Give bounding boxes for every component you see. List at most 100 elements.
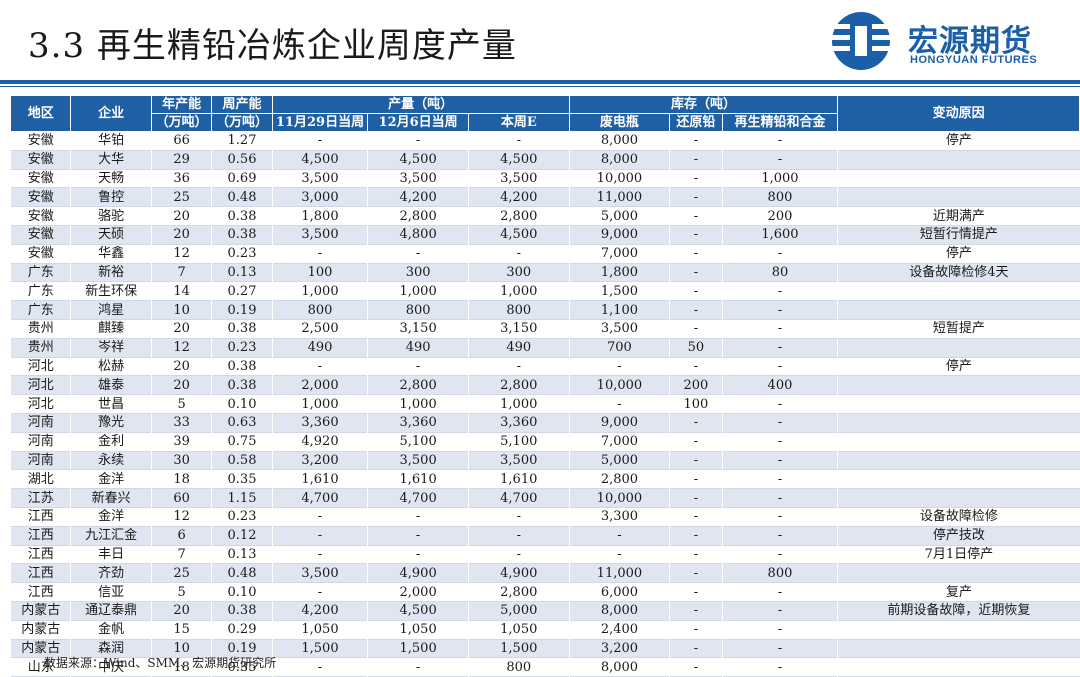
cell-reason: [837, 432, 1080, 452]
logo-english-name: HONGYUAN FUTURES: [910, 54, 1038, 66]
cell-annual-cap: 12: [150, 244, 212, 264]
cell-inv-reduced: -: [669, 469, 723, 489]
col-header-output-w1: 11月29日当周: [271, 113, 369, 132]
cell-inv-alloy: -: [721, 300, 838, 320]
cell-reason: 设备故障检修: [837, 507, 1080, 527]
cell-annual-cap: 18: [150, 657, 212, 677]
title-divider-thin: [0, 86, 1080, 87]
table-row: 江西 丰日 7 0.13- - - - - -7月1日停产: [9, 545, 1080, 564]
cell-weekly-cap: 0.13: [211, 263, 273, 282]
cell-weekly-cap: 0.23: [211, 338, 273, 358]
cell-region: 广东: [9, 281, 71, 301]
cell-inv-reduced: -: [669, 206, 723, 226]
cell-company: 骆驼: [70, 206, 152, 226]
cell-inv-reduced: -: [669, 488, 723, 508]
table-row: 安徽 鲁控 25 0.48 3,000 4,200 4,200 11,000-800: [9, 187, 1080, 207]
cell-output-w1: -: [271, 507, 368, 527]
cell-reason: 停产: [837, 357, 1080, 376]
cell-output-w1: 1,610: [271, 469, 368, 489]
cell-company: 天畅: [70, 169, 152, 188]
cell-region: 河北: [9, 357, 71, 376]
cell-inv-alloy: -: [721, 357, 838, 376]
cell-inv-alloy: 400: [721, 375, 838, 395]
table-row: 广东 新裕 7 0.13 100 300 300 1,800-80 设备故障检修4天: [9, 263, 1080, 282]
cell-output-w3: 2,800: [467, 206, 570, 226]
cell-inv-reduced: 200: [669, 375, 723, 395]
table-row: 广东 鸿星 10 0.19 800 800 800 1,100- -: [9, 300, 1080, 320]
cell-weekly-cap: 0.19: [211, 300, 273, 320]
cell-company: 鲁控: [70, 187, 152, 207]
col-header-inventory: 库存（吨）: [568, 95, 839, 114]
cell-output-w2: 1,050: [367, 620, 469, 640]
cell-output-w1: 3,500: [271, 169, 368, 188]
cell-output-w1: 3,200: [271, 451, 368, 470]
cell-output-w1: -: [271, 582, 368, 602]
col-header-company: 企业: [70, 95, 152, 132]
cell-weekly-cap: 0.13: [211, 545, 273, 564]
cell-weekly-cap: 0.48: [211, 563, 273, 583]
cell-reason: 设备故障检修4天: [837, 263, 1080, 282]
cell-annual-cap: 20: [150, 601, 212, 621]
cell-output-w3: 2,800: [467, 375, 570, 395]
cell-inv-reduced: -: [669, 300, 723, 320]
cell-annual-cap: 6: [150, 526, 212, 546]
cell-inv-reduced: -: [669, 225, 723, 245]
cell-inv-scrap: 11,000: [568, 563, 670, 583]
cell-inv-alloy: -: [721, 601, 838, 621]
cell-reason: [837, 620, 1080, 640]
cell-annual-cap: 7: [150, 263, 212, 282]
cell-company: 新生环保: [70, 281, 152, 301]
cell-inv-reduced: -: [669, 357, 723, 376]
cell-region: 河北: [9, 375, 71, 395]
cell-inv-alloy: 800: [721, 563, 838, 583]
cell-region: 安徽: [9, 225, 71, 245]
cell-annual-cap: 10: [150, 300, 212, 320]
cell-output-w1: 2,500: [271, 319, 368, 339]
cell-inv-scrap: 1,800: [568, 263, 670, 282]
table-row: 江西 金洋 12 0.23- - -3,300- - 设备故障检修: [9, 507, 1080, 527]
cell-inv-alloy: -: [721, 582, 838, 602]
table-row: 安徽 天硕 20 0.38 3,500 4,800 4,500 9,000-1,600 短暂行情…: [9, 225, 1080, 245]
cell-company: 丰日: [70, 545, 152, 564]
col-header-output-w2: 12月6日当周: [367, 113, 469, 132]
table-row: 贵州 麒臻 20 0.38 2,500 3,150 3,150 3,500- - 短暂提产: [9, 319, 1080, 339]
cell-inv-alloy: -: [721, 244, 838, 264]
cell-output-w1: -: [271, 357, 368, 376]
cell-inv-reduced: 100: [669, 394, 723, 414]
cell-inv-scrap: 2,800: [568, 469, 670, 489]
cell-weekly-cap: 0.58: [211, 451, 273, 470]
cell-reason: 7月1日停产: [837, 545, 1080, 564]
cell-output-w2: -: [367, 357, 469, 376]
cell-annual-cap: 5: [150, 394, 212, 414]
cell-inv-alloy: -: [721, 451, 838, 470]
cell-output-w2: -: [367, 244, 469, 264]
cell-inv-alloy: 1,600: [721, 225, 838, 245]
cell-output-w2: 2,000: [367, 582, 469, 602]
cell-company: 信亚: [70, 582, 152, 602]
cell-output-w1: 3,500: [271, 225, 368, 245]
cell-output-w2: 490: [367, 338, 469, 358]
cell-output-w2: 300: [367, 263, 469, 282]
data-source-note: 数据来源：Wind、SMM、宏源期货研究所: [44, 656, 277, 670]
cell-inv-scrap: 3,300: [568, 507, 670, 527]
cell-annual-cap: 29: [150, 150, 212, 170]
cell-region: 安徽: [9, 131, 71, 151]
cell-output-w2: 2,800: [367, 375, 469, 395]
col-header-annual-cap-unit: （万吨）: [150, 113, 213, 132]
cell-company: 鸿星: [70, 300, 152, 320]
cell-weekly-cap: 1.27: [211, 131, 273, 151]
cell-output-w2: 1,000: [367, 281, 469, 301]
cell-weekly-cap: 0.23: [211, 507, 273, 527]
cell-weekly-cap: 0.38: [211, 319, 273, 339]
cell-output-w3: 4,200: [467, 187, 570, 207]
cell-company: 通辽泰鼎: [70, 601, 152, 621]
cell-output-w3: -: [467, 507, 570, 527]
cell-output-w3: 300: [467, 263, 570, 282]
cell-annual-cap: 12: [150, 338, 212, 358]
cell-weekly-cap: 0.38: [211, 225, 273, 245]
cell-reason: [837, 338, 1080, 358]
cell-reason: [837, 375, 1080, 395]
cell-inv-scrap: 10,000: [568, 375, 670, 395]
cell-output-w1: -: [271, 131, 368, 151]
cell-inv-reduced: -: [669, 169, 723, 188]
